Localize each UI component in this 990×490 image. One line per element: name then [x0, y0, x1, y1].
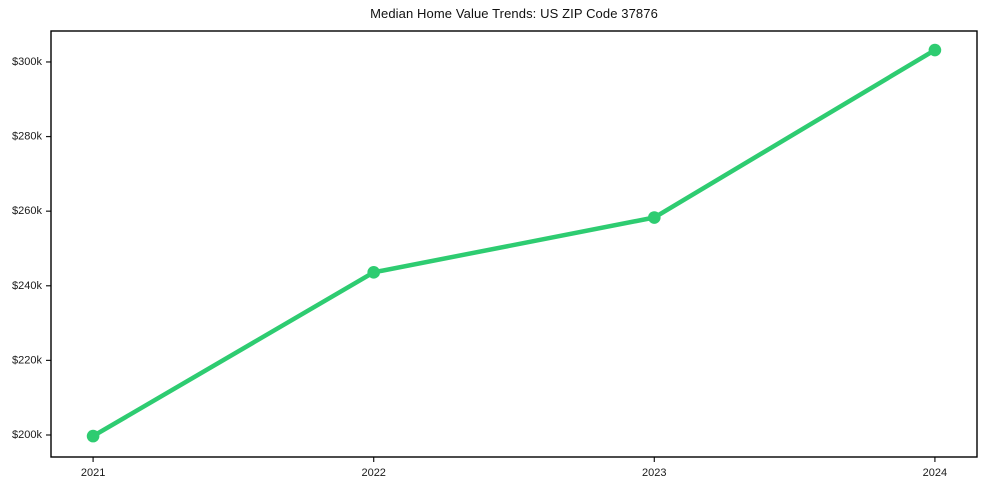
- y-tick-label: $240k: [12, 280, 42, 292]
- plot-frame: [50, 30, 978, 458]
- data-point-marker: [928, 43, 942, 57]
- y-tick-label: $220k: [12, 354, 42, 366]
- data-point-marker: [367, 266, 380, 279]
- y-tick-label: $200k: [12, 429, 42, 441]
- y-tick-label: $300k: [12, 56, 42, 68]
- x-tick-label: 2022: [361, 467, 385, 479]
- x-tick-label: 2021: [81, 467, 105, 479]
- y-tick-label: $280k: [12, 131, 42, 143]
- y-tick-label: $260k: [12, 205, 42, 217]
- chart-title: Median Home Value Trends: US ZIP Code 37…: [370, 6, 658, 21]
- data-point-marker: [648, 211, 661, 224]
- data-point-marker: [86, 429, 100, 443]
- x-tick-label: 2024: [923, 467, 947, 479]
- x-tick-label: 2023: [642, 467, 666, 479]
- data-line: [90, 47, 938, 439]
